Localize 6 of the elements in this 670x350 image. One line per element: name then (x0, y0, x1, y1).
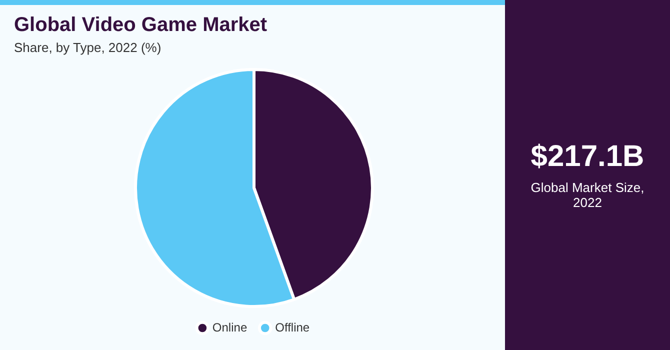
chart-subtitle: Share, by Type, 2022 (%) (14, 40, 162, 55)
legend-label: Online (212, 320, 248, 334)
text: $217.1B (530, 140, 646, 174)
text: Global Market Size, 2022 (530, 180, 646, 210)
chart-title: Global Video Game Market (14, 14, 268, 37)
legend-label: Offline (275, 320, 310, 334)
